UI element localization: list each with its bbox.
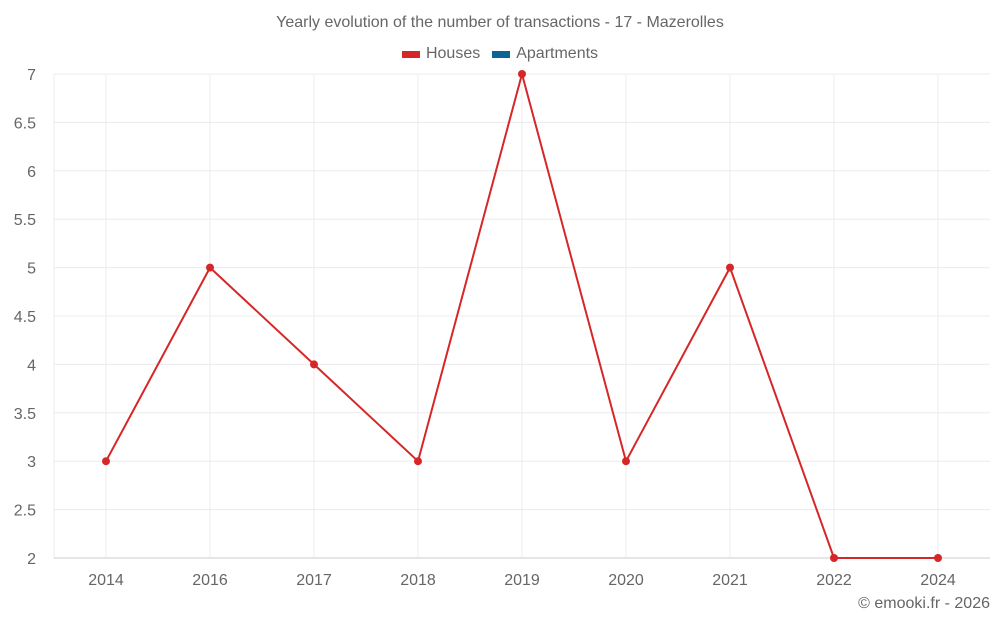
y-tick-label: 3.5 xyxy=(14,406,36,423)
y-tick-label: 2 xyxy=(27,551,36,568)
y-tick-label: 4.5 xyxy=(14,309,36,326)
legend-label-apartments: Apartments xyxy=(516,45,599,62)
data-point-houses xyxy=(102,457,110,466)
data-point-houses xyxy=(830,554,838,562)
legend-item-houses[interactable]: Houses xyxy=(401,45,481,63)
data-point-houses xyxy=(934,554,942,562)
copyright-text: © emooki.fr - 2026 xyxy=(858,595,990,612)
x-tick-label: 2016 xyxy=(192,572,228,589)
data-point-houses xyxy=(206,263,214,272)
legend-swatch-apartments xyxy=(492,50,511,58)
x-tick-label: 2022 xyxy=(816,572,852,589)
y-tick-label: 3 xyxy=(27,454,36,471)
x-tick-label: 2021 xyxy=(712,572,748,589)
y-tick-label: 2.5 xyxy=(14,503,36,520)
y-tick-label: 6 xyxy=(27,164,36,181)
legend-label-houses: Houses xyxy=(425,45,481,62)
y-tick-label: 5.5 xyxy=(14,212,36,229)
chart-title: Yearly evolution of the number of transa… xyxy=(276,14,724,31)
y-tick-label: 5 xyxy=(27,261,36,278)
data-point-houses xyxy=(310,360,318,369)
data-point-houses xyxy=(622,457,630,466)
x-tick-label: 2014 xyxy=(88,572,124,589)
y-tick-label: 4 xyxy=(27,357,36,374)
axes: 2 2.5 3 3.5 4 4.5 5 5.5 6 6.5 7 2014 2016 2017 2018 201… xyxy=(14,67,990,589)
y-tick-label: 7 xyxy=(27,67,36,84)
legend-item-apartments[interactable]: Apartments xyxy=(492,45,598,63)
x-tick-label: 2020 xyxy=(608,572,644,589)
legend-swatch-houses xyxy=(401,50,420,58)
x-tick-label: 2019 xyxy=(504,572,540,589)
chart-legend: Houses Apartments xyxy=(0,45,1000,63)
data-point-houses xyxy=(518,70,526,78)
data-point-houses xyxy=(726,263,734,272)
grid xyxy=(54,73,990,559)
y-tick-label: 6.5 xyxy=(14,115,36,132)
x-tick-label: 2017 xyxy=(296,572,332,589)
series xyxy=(102,70,942,562)
data-point-houses xyxy=(414,457,422,466)
x-tick-label: 2024 xyxy=(920,572,956,589)
x-tick-label: 2018 xyxy=(400,572,436,589)
